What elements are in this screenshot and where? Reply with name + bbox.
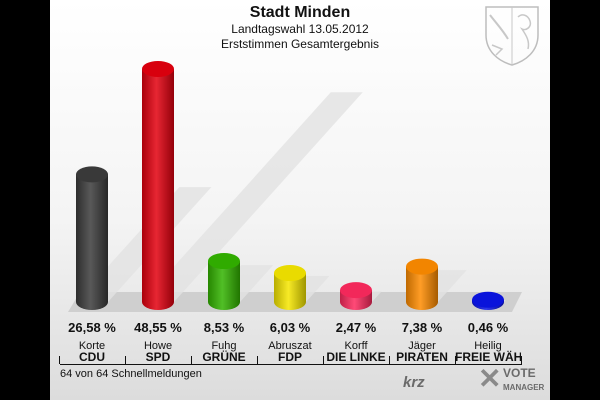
bar-die-linke: [340, 282, 372, 310]
value-label: 7,38 %: [401, 320, 443, 335]
axis-tick: [257, 356, 258, 364]
bar-piraten: [406, 258, 438, 310]
bar-body: [406, 266, 438, 310]
party-label: FDP: [278, 350, 302, 364]
bar-top: [208, 253, 240, 270]
candidate-label: Howe: [143, 340, 173, 352]
chart-panel: Stadt Minden Landtagswahl 13.05.2012 Ers…: [50, 0, 550, 400]
bar-shadow: [142, 92, 363, 302]
bar-top: [76, 166, 108, 183]
party-label: FREIE WÄHLER: [455, 350, 521, 364]
axis-tick: [389, 356, 390, 364]
bar-freie-wähler: [472, 291, 504, 310]
chart-title: Stadt Minden: [249, 4, 351, 21]
bar-grüne: [208, 253, 240, 310]
votemanager-logo-text: VOTE: [503, 366, 536, 380]
chart-subtitle-type: Erststimmen Gesamtergebnis: [220, 37, 380, 51]
bar-top: [274, 265, 306, 282]
bar-spd: [142, 60, 174, 311]
votemanager-logo-icon: ✕: [478, 363, 502, 394]
party-label: PIRATEN: [396, 350, 448, 364]
report-status: 64 von 64 Schnellmeldungen: [60, 368, 202, 380]
bar-body: [208, 261, 240, 310]
axis-tick: [521, 356, 522, 364]
bar-body: [274, 273, 306, 310]
party-label: DIE LINKE: [326, 350, 386, 364]
party-label: CDU: [79, 350, 105, 364]
bar-body: [76, 174, 108, 310]
state-crest-icon: [485, 6, 539, 66]
axis-tick: [191, 356, 192, 364]
votemanager-logo-subtext: MANAGER: [503, 383, 545, 392]
party-label: SPD: [145, 350, 171, 364]
candidate-label: Fuhg: [211, 340, 237, 352]
value-label: 6,03 %: [269, 320, 311, 335]
candidate-label: Heilig: [474, 340, 502, 352]
candidate-label: Korff: [344, 340, 368, 352]
bar-cdu: [76, 166, 108, 310]
axis-tick: [59, 356, 60, 364]
party-label: GRÜNE: [202, 350, 246, 364]
value-label: 0,46 %: [467, 320, 509, 335]
bar-body: [142, 68, 174, 311]
bar-top: [472, 291, 504, 308]
value-label: 8,53 %: [203, 320, 245, 335]
chart-subtitle-election: Landtagswahl 13.05.2012: [231, 22, 369, 36]
bar-top: [340, 282, 372, 299]
krz-logo: krz: [403, 374, 425, 391]
value-label: 2,47 %: [335, 320, 377, 335]
bar-top: [142, 60, 174, 77]
candidate-label: Korte: [78, 340, 106, 352]
candidate-label: Abruszat: [268, 340, 312, 352]
bar-chart: [68, 60, 522, 312]
value-label: 26,58 %: [68, 320, 116, 335]
value-label: 48,55 %: [134, 320, 182, 335]
candidate-label: Jäger: [408, 340, 436, 352]
bar-top: [406, 258, 438, 275]
bar-fdp: [274, 265, 306, 310]
category-axis-line: [60, 364, 522, 365]
axis-tick: [455, 356, 456, 364]
axis-tick: [125, 356, 126, 364]
axis-tick: [323, 356, 324, 364]
